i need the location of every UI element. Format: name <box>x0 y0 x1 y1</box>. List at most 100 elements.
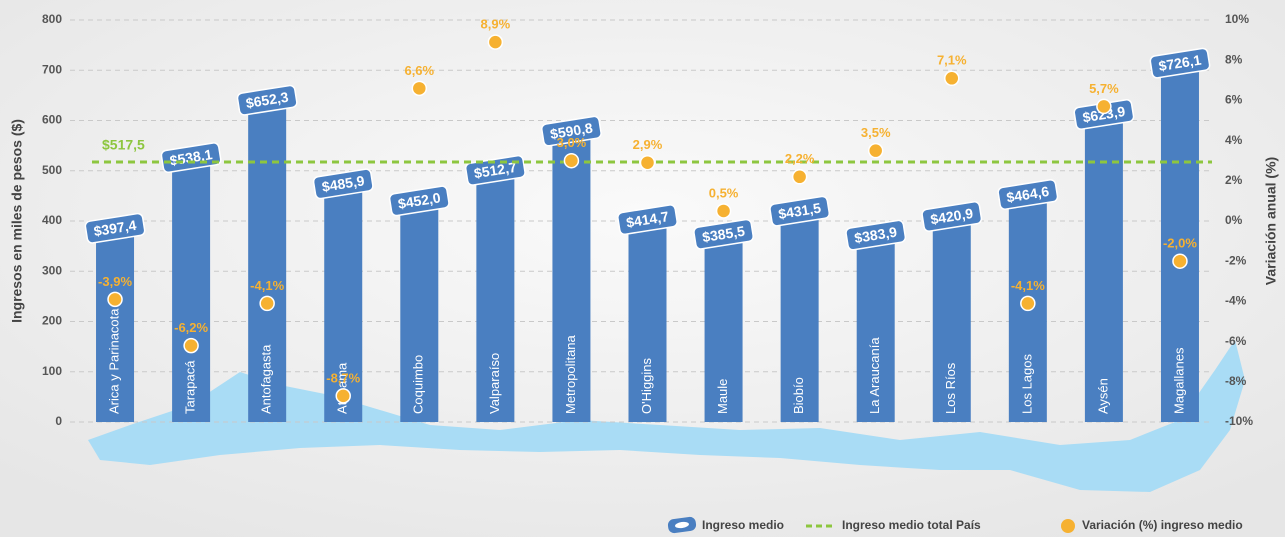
dot-label: -2,0% <box>1163 236 1197 251</box>
x-tick-label: Los Lagos <box>1019 354 1034 414</box>
value-tag: $623,9 <box>1073 99 1135 130</box>
value-tag-shape <box>845 219 907 251</box>
value-label: $652,3 <box>245 89 290 112</box>
value-tag: $726,1 <box>1149 47 1211 79</box>
bar <box>704 228 743 422</box>
x-tick-label: Maule <box>715 379 730 414</box>
dot <box>107 291 123 308</box>
dot-label: -3,9% <box>98 274 132 289</box>
x-tick-label: Coquimbo <box>411 355 426 414</box>
bar <box>400 194 439 422</box>
dot-label: -4,1% <box>250 278 284 293</box>
value-tag-shape <box>693 218 754 250</box>
dot <box>1020 295 1036 312</box>
legend-label: Variación (%) ingreso medio <box>1082 518 1243 532</box>
dot-label: -6,2% <box>174 320 208 335</box>
value-label: $726,1 <box>1158 52 1203 75</box>
dot-label: 3,0% <box>557 135 587 150</box>
x-tick-label: O'Higgins <box>639 358 654 414</box>
value-tag: $485,9 <box>312 168 374 200</box>
value-tag: $431,5 <box>769 195 831 227</box>
y-axis-label: Ingresos en miles de pesos ($) <box>9 119 25 323</box>
bar <box>172 151 211 423</box>
y-tick-label: 600 <box>42 113 62 127</box>
y2-axis-label: Variación anual (%) <box>1263 157 1279 285</box>
dot-label: 2,9% <box>633 137 663 152</box>
bar <box>1160 57 1199 422</box>
y2-tick-label: -2% <box>1225 253 1247 267</box>
value-tag-shape <box>541 115 602 147</box>
value-label: $431,5 <box>777 200 822 223</box>
dot <box>1096 98 1112 115</box>
legend-label: Ingreso medio <box>702 518 784 532</box>
dot <box>335 388 351 404</box>
x-tick-label: Los Ríos <box>943 362 958 414</box>
bar <box>324 177 363 422</box>
bar <box>856 229 895 422</box>
x-tick-label: Tarapacá <box>183 360 198 414</box>
y-tick-label: 400 <box>42 213 62 227</box>
value-tag: $452,0 <box>388 185 450 217</box>
bar <box>1084 108 1123 423</box>
y2-tick-label: -6% <box>1225 334 1247 348</box>
value-tag: $385,5 <box>693 218 754 250</box>
reference-label: $517,5 <box>102 137 145 153</box>
bar <box>552 125 591 423</box>
value-label: $590,8 <box>549 120 594 143</box>
y2-tick-label: 10% <box>1225 12 1249 26</box>
dot <box>639 154 656 171</box>
dot <box>944 70 960 87</box>
legend-dot-icon <box>1061 519 1075 533</box>
x-tick-label: Magallanes <box>1171 347 1186 414</box>
map-decoration <box>88 340 1245 492</box>
legend-label: Ingreso medio total País <box>842 518 981 532</box>
dot <box>259 295 275 312</box>
dot <box>183 337 199 354</box>
value-label: $623,9 <box>1081 103 1126 126</box>
value-tag-shape <box>769 195 831 227</box>
x-tick-label: Valparaíso <box>487 353 502 414</box>
bar <box>932 210 971 422</box>
y-tick-label: 300 <box>42 263 62 277</box>
value-tag: $464,6 <box>997 179 1059 210</box>
y2-tick-label: -8% <box>1225 374 1247 388</box>
value-label: $452,0 <box>397 189 442 212</box>
bar <box>476 164 515 422</box>
dot-label: 8,9% <box>481 17 511 32</box>
value-tag-shape <box>84 212 146 244</box>
y2-tick-label: 8% <box>1225 52 1243 66</box>
value-tag-shape <box>1149 47 1211 79</box>
y2-tick-label: -4% <box>1225 294 1247 308</box>
value-tag: $590,8 <box>541 115 602 147</box>
y2-tick-label: 6% <box>1225 93 1243 107</box>
dot-label: 6,6% <box>404 63 434 78</box>
value-label: $512,7 <box>473 159 518 182</box>
dot <box>867 142 884 159</box>
y-tick-label: 800 <box>42 12 62 26</box>
x-tick-label: Metropolitana <box>563 334 578 414</box>
dot <box>563 152 580 169</box>
x-tick-label: Antofagasta <box>259 344 274 414</box>
y2-tick-label: -10% <box>1225 414 1253 428</box>
y2-tick-label: 4% <box>1225 133 1243 147</box>
dot <box>487 34 504 50</box>
value-tag: $414,7 <box>617 204 678 236</box>
value-label: $414,7 <box>625 208 670 231</box>
y-tick-label: 700 <box>42 62 62 76</box>
value-label: $420,9 <box>929 205 974 228</box>
legend-bar-icon-hole <box>675 521 689 529</box>
value-tag-shape <box>312 168 374 200</box>
y-tick-label: 100 <box>42 364 62 378</box>
y-tick-label: 500 <box>42 163 62 177</box>
bar <box>96 222 135 422</box>
value-label: $485,9 <box>321 172 366 195</box>
value-tag: $652,3 <box>236 84 298 116</box>
dot <box>715 203 732 219</box>
bar <box>780 205 819 422</box>
dot-label: -4,1% <box>1011 278 1045 293</box>
dot <box>411 80 428 97</box>
legend: Ingreso medio Ingreso medio total País V… <box>667 516 1243 534</box>
bar <box>248 94 287 423</box>
x-tick-label: Arica y Parinacota <box>106 308 121 414</box>
dot <box>791 169 808 185</box>
